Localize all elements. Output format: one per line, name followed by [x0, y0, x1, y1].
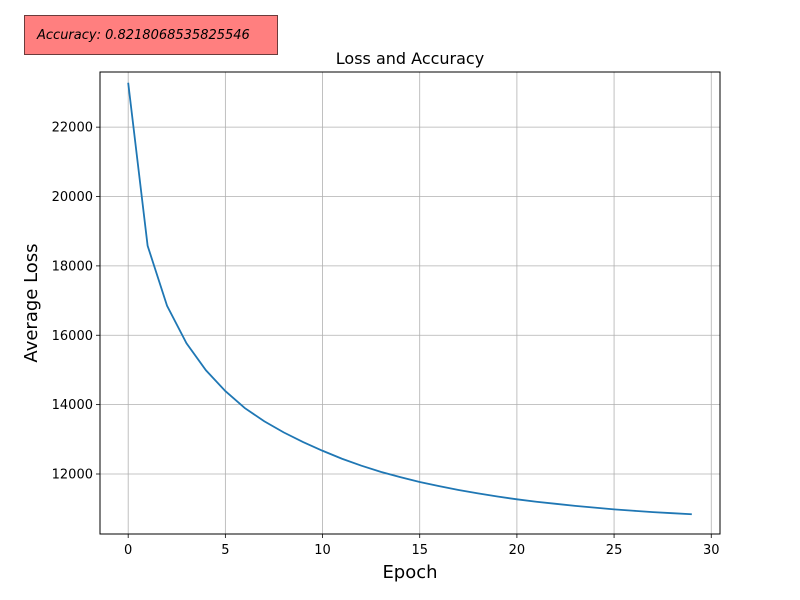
x-tick-label: 20	[509, 543, 526, 558]
x-tick-label: 10	[314, 543, 331, 558]
y-tick-label: 12000	[52, 467, 93, 482]
chart-title: Loss and Accuracy	[336, 49, 484, 68]
x-tick-label: 5	[221, 543, 229, 558]
loss-series-line	[127, 82, 692, 516]
x-tick-label: 25	[606, 543, 623, 558]
axis-ticks: 0 5 10 15 20 25 30 12000 14000 16000 18000 20000 220…	[52, 121, 720, 558]
accuracy-annotation: Accuracy: 0.8218068535825546	[24, 15, 278, 55]
y-tick-label: 14000	[52, 398, 93, 413]
grid-lines	[100, 72, 720, 534]
x-tick-label: 0	[124, 543, 132, 558]
x-axis-label: Epoch	[382, 562, 437, 583]
y-tick-label: 18000	[52, 259, 93, 274]
y-tick-label: 16000	[52, 329, 93, 344]
y-tick-label: 20000	[52, 190, 93, 205]
plot-frame	[99, 71, 721, 535]
y-axis-label: Average Loss	[21, 243, 42, 362]
x-tick-label: 15	[411, 543, 428, 558]
y-tick-label: 22000	[52, 121, 93, 136]
x-tick-label: 30	[703, 543, 720, 558]
